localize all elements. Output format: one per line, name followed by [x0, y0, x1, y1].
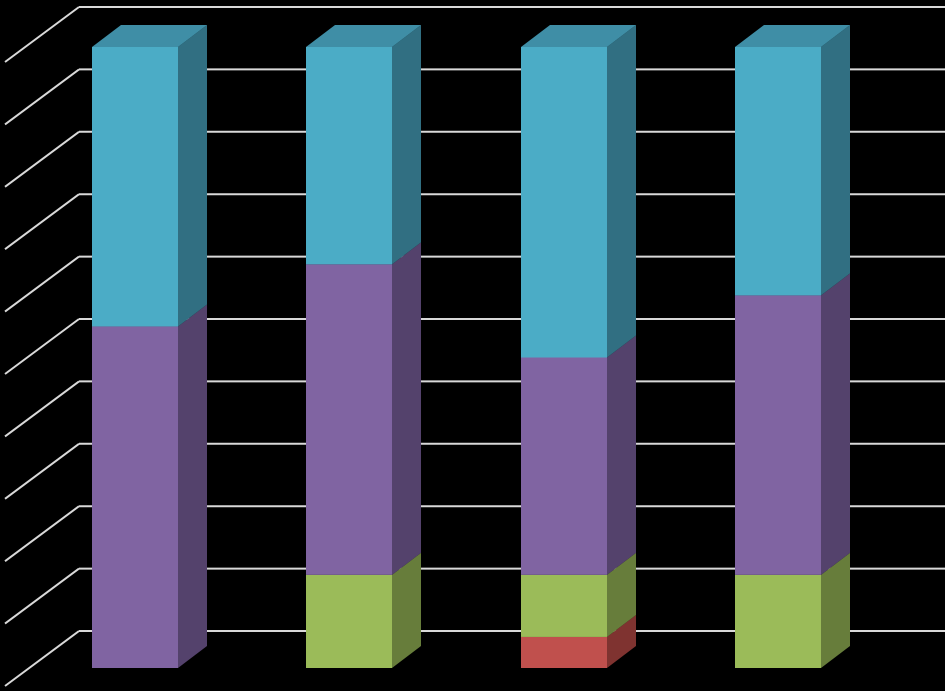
bar-segment — [735, 295, 821, 575]
bar-segment — [306, 47, 392, 265]
bar-segment — [521, 636, 607, 668]
gridline-diagonal — [4, 6, 80, 63]
bar-segment — [521, 574, 607, 637]
gridline-diagonal — [4, 442, 80, 500]
bar-side-face — [607, 335, 636, 575]
bar-segment — [735, 574, 821, 668]
bar-segment — [306, 574, 392, 668]
gridline-diagonal — [4, 193, 80, 251]
gridline-diagonal — [4, 505, 80, 563]
bar-side-face — [821, 273, 850, 575]
gridline-diagonal — [4, 630, 80, 687]
bar-side-face — [607, 614, 636, 668]
bar-side-face — [392, 25, 421, 265]
bar-side-face — [178, 25, 207, 327]
bar-segment — [521, 47, 607, 358]
bar-segment — [306, 264, 392, 575]
bar-segment — [735, 47, 821, 296]
bar-top-face — [92, 25, 207, 47]
bar-side-face — [392, 242, 421, 575]
bar-segment — [521, 357, 607, 575]
bar-side-face — [392, 552, 421, 668]
gridline-diagonal — [4, 380, 80, 438]
bar-side-face — [607, 25, 636, 358]
bar-top-face — [306, 25, 421, 47]
bar-side-face — [821, 552, 850, 668]
gridline-diagonal — [4, 567, 80, 625]
bar-side-face — [178, 304, 207, 668]
bar-top-face — [735, 25, 850, 47]
gridline-diagonal — [4, 68, 80, 126]
gridline-diagonal — [4, 255, 80, 313]
gridline-diagonal — [4, 130, 80, 188]
bar-segment — [92, 326, 178, 668]
bar-side-face — [821, 25, 850, 296]
bar-top-face — [521, 25, 636, 47]
bar-side-face — [607, 552, 636, 637]
bar-segment — [92, 47, 178, 327]
gridline-diagonal — [4, 318, 80, 375]
